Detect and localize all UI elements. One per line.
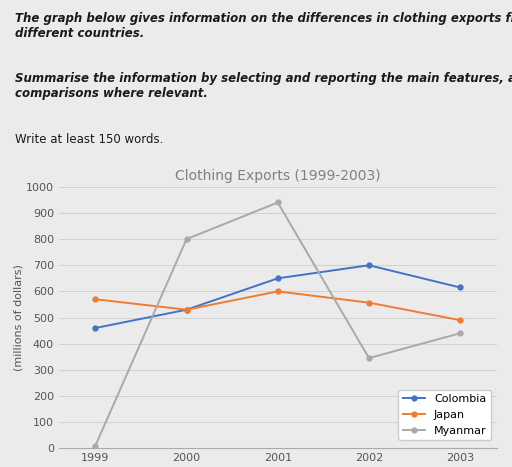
Japan <box>366 300 372 305</box>
Japan <box>183 307 189 312</box>
Colombia <box>457 285 463 290</box>
Line: Japan: Japan <box>93 289 462 323</box>
Myanmar <box>366 355 372 361</box>
Line: Myanmar: Myanmar <box>93 200 462 448</box>
Colombia <box>183 307 189 312</box>
Japan <box>92 297 98 302</box>
Myanmar <box>457 331 463 336</box>
Text: Write at least 150 words.: Write at least 150 words. <box>15 133 164 146</box>
Japan <box>274 289 281 294</box>
Myanmar <box>183 236 189 242</box>
Title: Clothing Exports (1999-2003): Clothing Exports (1999-2003) <box>175 169 380 183</box>
Legend: Colombia, Japan, Myanmar: Colombia, Japan, Myanmar <box>398 390 491 440</box>
Colombia <box>92 325 98 331</box>
Colombia <box>366 262 372 268</box>
Myanmar <box>274 200 281 205</box>
Line: Colombia: Colombia <box>93 263 462 331</box>
Colombia <box>274 276 281 281</box>
Myanmar <box>92 443 98 448</box>
Y-axis label: (millions of dollars): (millions of dollars) <box>13 264 23 371</box>
Text: The graph below gives information on the differences in clothing exports from th: The graph below gives information on the… <box>15 12 512 40</box>
Japan <box>457 318 463 323</box>
Text: Summarise the information by selecting and reporting the main features, and make: Summarise the information by selecting a… <box>15 72 512 100</box>
